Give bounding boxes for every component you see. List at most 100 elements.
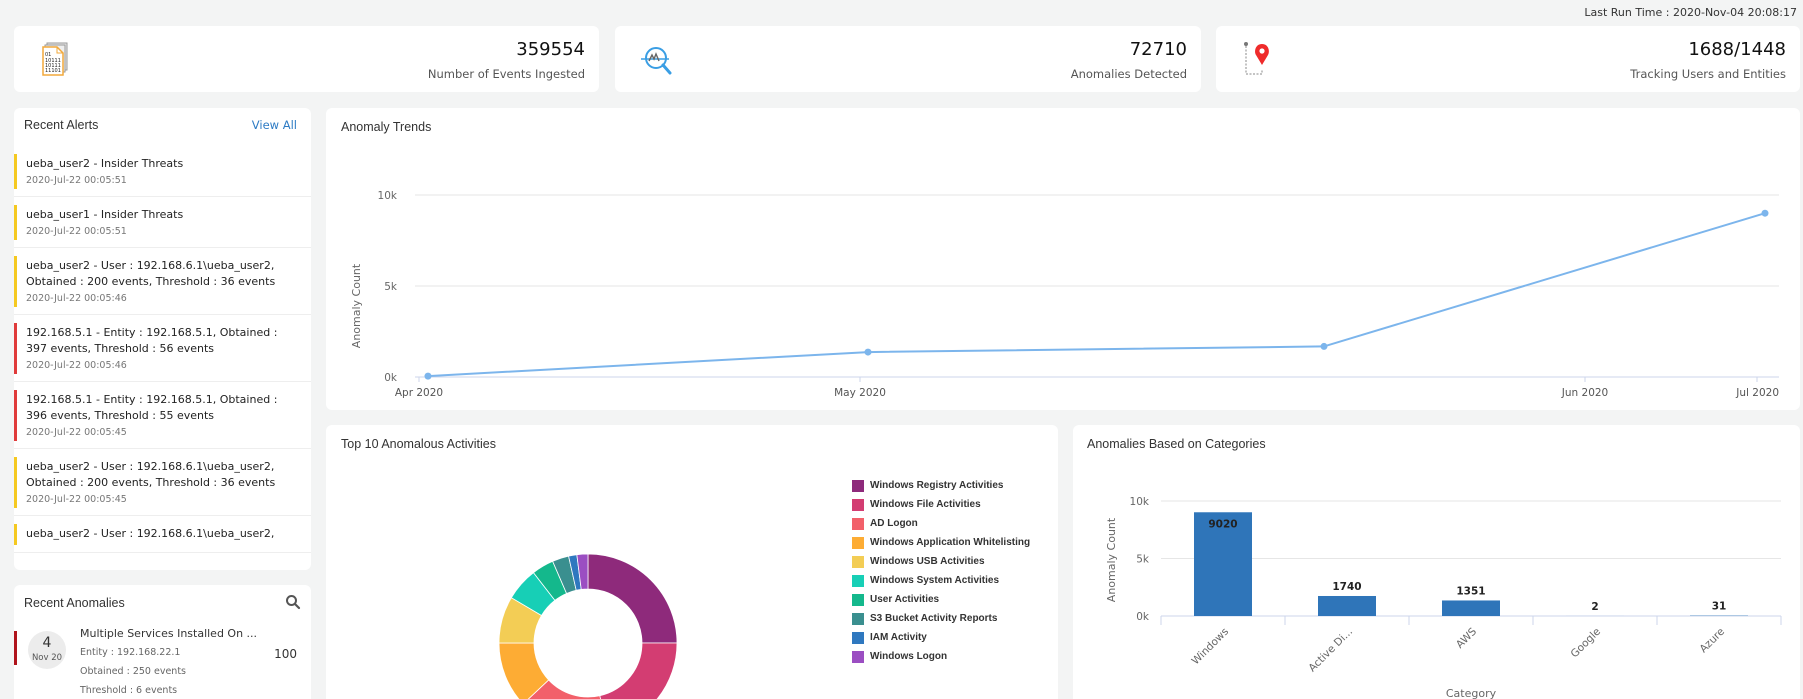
- legend-item[interactable]: AD Logon: [852, 514, 1030, 533]
- legend-swatch: [852, 555, 864, 568]
- legend-item[interactable]: User Activities: [852, 590, 1030, 609]
- legend-label: User Activities: [870, 594, 940, 605]
- legend-item[interactable]: Windows USB Activities: [852, 552, 1030, 571]
- legend-item[interactable]: IAM Activity: [852, 628, 1030, 647]
- donut-slice[interactable]: [587, 553, 678, 644]
- severity-bar: [14, 457, 17, 508]
- y-tick-label: 10k: [378, 190, 398, 202]
- date-badge: 4 Nov 20: [28, 631, 66, 669]
- y-axis-label: Anomaly Count: [1105, 517, 1118, 602]
- severity-bar: [14, 631, 17, 665]
- legend-swatch: [852, 631, 864, 644]
- legend-item[interactable]: Windows Registry Activities: [852, 476, 1030, 495]
- severity-bar: [14, 524, 17, 545]
- svg-text:01: 01: [45, 52, 51, 58]
- alert-list-item[interactable]: 192.168.5.1 - Entity : 192.168.5.1, Obta…: [14, 382, 311, 449]
- alert-title: ueba_user2 - User : 192.168.6.1\ueba_use…: [26, 460, 276, 489]
- severity-bar: [14, 256, 17, 307]
- kpi-card-events-ingested: 01 10111 10111 11101 359554 Number of Ev…: [14, 26, 599, 92]
- view-all-link[interactable]: View All: [251, 118, 297, 132]
- legend-item[interactable]: S3 Bucket Activity Reports: [852, 609, 1030, 628]
- alert-list-item[interactable]: ueba_user1 - Insider Threats 2020-Jul-22 …: [14, 197, 311, 248]
- x-tick-label: Jun 2020: [1561, 387, 1608, 399]
- alert-list-item[interactable]: ueba_user2 - User : 192.168.6.1\ueba_use…: [14, 248, 311, 315]
- categories-panel: Anomalies Based on Categories Anomaly Co…: [1073, 425, 1800, 699]
- alert-title: 192.168.5.1 - Entity : 192.168.5.1, Obta…: [26, 393, 278, 422]
- anomaly-trends-panel: Anomaly Trends Anomaly Count 0k 5k 10k Apr …: [326, 108, 1800, 410]
- anomaly-trends-title: Anomaly Trends: [341, 120, 432, 134]
- kpi-label: Anomalies Detected: [1070, 67, 1187, 81]
- anomaly-score: 100: [274, 647, 297, 661]
- x-axis-label: Category: [1446, 687, 1497, 699]
- trend-point[interactable]: [424, 372, 432, 380]
- alert-list-item[interactable]: ueba_user2 - Insider Threats 2020-Jul-22 …: [14, 146, 311, 197]
- alerts-list: ueba_user2 - Insider Threats 2020-Jul-22 …: [14, 146, 311, 553]
- anomaly-obtained: Obtained : 250 events: [80, 666, 186, 677]
- alert-time: 2020-Jul-22 00:05:45: [26, 427, 127, 438]
- legend-swatch: [852, 517, 864, 530]
- legend-label: S3 Bucket Activity Reports: [870, 613, 998, 624]
- alert-time: 2020-Jul-22 00:05:45: [26, 494, 127, 505]
- legend-label: Windows Application Whitelisting: [870, 537, 1031, 548]
- anomaly-trends-chart: Anomaly Count 0k 5k 10k Apr 2020 May 2020 Jun…: [350, 190, 1779, 399]
- categories-bar-chart: Anomaly Count Category 0k 5k 10k 9020 Window…: [1105, 496, 1782, 699]
- search-icon[interactable]: [285, 594, 301, 610]
- anomaly-list-item[interactable]: 4 Nov 20 Multiple Services Installed On …: [14, 627, 311, 699]
- categories-title: Anomalies Based on Categories: [1087, 437, 1266, 451]
- bar-value-label: 1740: [1332, 581, 1361, 593]
- kpi-value: 72710: [1129, 39, 1187, 60]
- legend-label: Windows System Activities: [870, 575, 1000, 586]
- x-tick-label: Windows: [1189, 626, 1231, 668]
- bar[interactable]: [1194, 512, 1252, 616]
- alert-time: 2020-Jul-22 00:05:46: [26, 293, 127, 304]
- y-tick-label: 10k: [1130, 496, 1150, 508]
- legend-item[interactable]: Windows Logon: [852, 647, 1030, 666]
- legend-swatch: [852, 650, 864, 663]
- legend-swatch: [852, 498, 864, 511]
- severity-bar: [14, 323, 17, 374]
- trend-line: [427, 212, 1766, 378]
- x-tick-label: Google: [1568, 626, 1603, 661]
- trend-point[interactable]: [864, 348, 872, 356]
- kpi-label: Tracking Users and Entities: [1630, 67, 1786, 81]
- bar[interactable]: [1318, 595, 1376, 616]
- x-tick-label: Apr 2020: [395, 387, 443, 399]
- trend-point[interactable]: [1320, 342, 1328, 350]
- legend-label: AD Logon: [870, 518, 918, 529]
- donut-slice[interactable]: [576, 553, 589, 590]
- recent-alerts-title: Recent Alerts: [24, 118, 99, 132]
- legend-label: Windows Registry Activities: [870, 480, 1004, 491]
- alert-list-item[interactable]: ueba_user2 - User : 192.168.6.1\ueba_use…: [14, 516, 311, 553]
- alert-title: ueba_user1 - Insider Threats: [26, 208, 184, 221]
- kpi-label: Number of Events Ingested: [427, 67, 585, 81]
- severity-bar: [14, 154, 17, 189]
- top-activities-panel: Top 10 Anomalous Activities Windows Regi…: [326, 425, 1058, 699]
- legend-item[interactable]: Windows Application Whitelisting: [852, 533, 1030, 552]
- anomaly-threshold: Threshold : 6 events: [80, 685, 178, 696]
- y-tick-label: 0k: [384, 372, 398, 384]
- bar[interactable]: [1442, 600, 1500, 616]
- alert-list-item[interactable]: 192.168.5.1 - Entity : 192.168.5.1, Obta…: [14, 315, 311, 382]
- severity-bar: [14, 390, 17, 441]
- alert-list-item[interactable]: ueba_user2 - User : 192.168.6.1\ueba_use…: [14, 449, 311, 516]
- donut-slice[interactable]: [523, 679, 607, 699]
- anomaly-entity: Entity : 192.168.22.1: [80, 647, 181, 658]
- legend-label: Windows Logon: [870, 651, 948, 662]
- legend-swatch: [852, 612, 864, 625]
- recent-anomalies-panel: Recent Anomalies 4 Nov 20 Multiple Servi…: [14, 585, 311, 699]
- top-activities-title: Top 10 Anomalous Activities: [341, 437, 496, 451]
- legend-swatch: [852, 574, 864, 587]
- bar-value-label: 9020: [1208, 518, 1237, 530]
- donut-slice[interactable]: [599, 642, 678, 699]
- legend-item[interactable]: Windows File Activities: [852, 495, 1030, 514]
- y-tick-label: 5k: [1136, 554, 1150, 566]
- legend-swatch: [852, 593, 864, 606]
- date-month: Nov 20: [31, 653, 63, 663]
- legend-swatch: [852, 479, 864, 492]
- alert-title: ueba_user2 - User : 192.168.6.1\ueba_use…: [26, 259, 276, 288]
- top-activities-donut-chart: [498, 553, 678, 699]
- kpi-value: 359554: [516, 39, 585, 60]
- alert-title: ueba_user2 - Insider Threats: [26, 157, 184, 170]
- trend-point[interactable]: [1761, 209, 1769, 217]
- legend-item[interactable]: Windows System Activities: [852, 571, 1030, 590]
